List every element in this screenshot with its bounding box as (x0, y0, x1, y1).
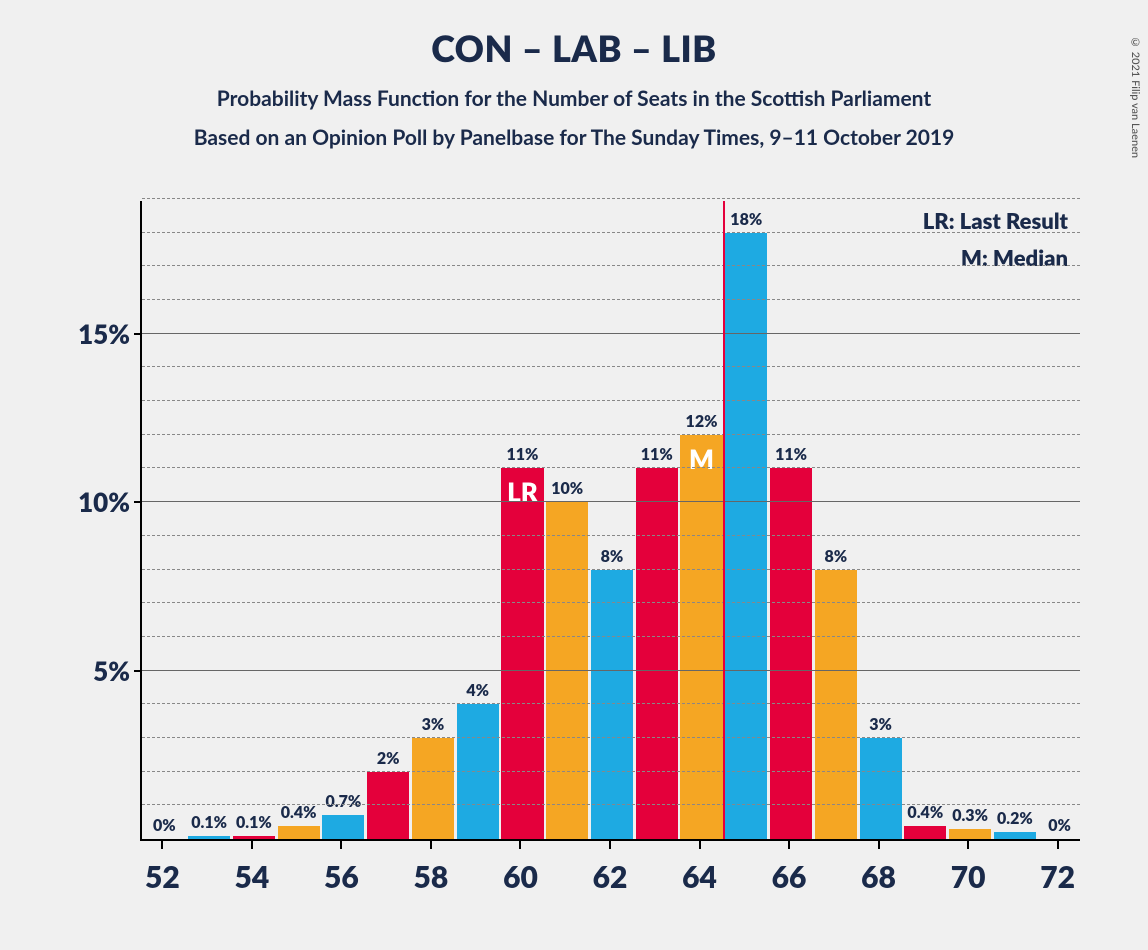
gridline-minor (142, 535, 1080, 536)
bar: 18% (725, 233, 767, 839)
bar-value-label: 0.1% (191, 813, 227, 836)
gridline-minor (142, 703, 1080, 704)
bar-value-label: 3% (422, 715, 445, 738)
gridline-major (142, 670, 1080, 671)
x-axis-label: 68 (861, 859, 896, 895)
gridline-major (142, 333, 1080, 334)
gridline-minor (142, 299, 1080, 300)
bar-value-label: 0% (1048, 816, 1071, 839)
bars-group: 0%0.1%0.1%0.4%0.7%2%3%4%11%LR10%8%11%12%… (142, 201, 1080, 839)
y-tick (134, 670, 142, 672)
x-tick (1057, 841, 1059, 849)
gridline-minor (142, 434, 1080, 435)
bar: 0.2% (994, 832, 1036, 839)
bar-value-label: 11% (641, 445, 673, 468)
bar-value-label: 0.4% (907, 803, 943, 826)
y-tick (134, 333, 142, 335)
x-axis-labels: 52 54 56 58 60 62 64 66 68 70 72 (140, 849, 1080, 899)
gridline-minor (142, 400, 1080, 401)
bar: 11%LR (501, 468, 543, 839)
gridline-minor (142, 467, 1080, 468)
x-tick (788, 841, 790, 849)
x-axis-label: 52 (145, 859, 180, 895)
x-tick (519, 841, 521, 849)
bar: 3% (860, 738, 902, 839)
chart-container: LR: Last Result M: Median 0%0.1%0.1%0.4%… (60, 201, 1100, 921)
bar-value-label: 11% (507, 445, 539, 468)
bar-value-label: 0.1% (236, 813, 272, 836)
bar: 11% (770, 468, 812, 839)
bar-value-label: 12% (686, 412, 718, 435)
x-tick (340, 841, 342, 849)
plot-area: LR: Last Result M: Median 0%0.1%0.1%0.4%… (140, 201, 1080, 841)
bar: 11% (636, 468, 678, 839)
x-axis-label: 66 (772, 859, 807, 895)
x-tick (251, 841, 253, 849)
bar-value-label: 0.4% (281, 803, 317, 826)
bar-value-label: 18% (730, 210, 762, 233)
bar: 0.4% (278, 826, 320, 839)
y-axis-label: 15% (78, 318, 142, 350)
x-tick (878, 841, 880, 849)
gridline-minor (142, 198, 1080, 199)
chart-subtitle-2: Based on an Opinion Poll by Panelbase fo… (0, 125, 1148, 150)
x-axis-label: 60 (503, 859, 538, 895)
bar: 0.7% (322, 815, 364, 839)
x-tick (609, 841, 611, 849)
x-axis-label: 72 (1040, 859, 1075, 895)
bar-value-label: 8% (601, 547, 624, 570)
bar-marker-label: M (689, 443, 714, 475)
bar: 3% (412, 738, 454, 839)
bar-value-label: 10% (551, 479, 583, 502)
x-axis-label: 64 (682, 859, 717, 895)
gridline-minor (142, 602, 1080, 603)
bar-marker-label: LR (507, 476, 538, 508)
median-line (723, 201, 725, 839)
bar: 8% (591, 570, 633, 839)
y-tick (134, 501, 142, 503)
x-tick (161, 841, 163, 849)
chart-subtitle-1: Probability Mass Function for the Number… (0, 86, 1148, 111)
bar-value-label: 0.2% (997, 809, 1033, 832)
y-axis-label: 10% (78, 486, 142, 518)
copyright-text: © 2021 Filip van Laenen (1129, 36, 1142, 158)
bar-value-label: 3% (869, 715, 892, 738)
chart-title: CON – LAB – LIB (0, 26, 1148, 70)
bar-value-label: 2% (377, 749, 400, 772)
x-axis-label: 56 (324, 859, 359, 895)
bar-value-label: 8% (824, 547, 847, 570)
gridline-minor (142, 232, 1080, 233)
bar-value-label: 11% (775, 445, 807, 468)
x-axis-label: 62 (593, 859, 628, 895)
bar: 0.4% (904, 826, 946, 839)
bar: 8% (815, 570, 857, 839)
bar: 0.1% (188, 836, 230, 839)
bar-value-label: 0% (153, 816, 176, 839)
gridline-minor (142, 569, 1080, 570)
bar: 0.1% (233, 836, 275, 839)
gridline-minor (142, 804, 1080, 805)
gridline-minor (142, 771, 1080, 772)
gridline-minor (142, 737, 1080, 738)
gridline-minor (142, 265, 1080, 266)
bar: 0.3% (949, 829, 991, 839)
gridline-major (142, 501, 1080, 502)
x-tick (967, 841, 969, 849)
x-axis-label: 58 (414, 859, 449, 895)
gridline-minor (142, 636, 1080, 637)
x-axis-label: 70 (951, 859, 986, 895)
x-tick (430, 841, 432, 849)
gridline-minor (142, 366, 1080, 367)
x-axis-label: 54 (234, 859, 269, 895)
bar-value-label: 4% (466, 681, 489, 704)
bar-value-label: 0.3% (952, 806, 988, 829)
x-tick (699, 841, 701, 849)
